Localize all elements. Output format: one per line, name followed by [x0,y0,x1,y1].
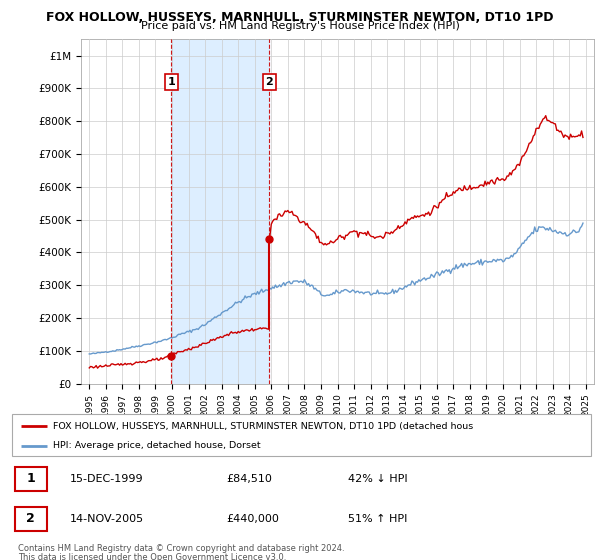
FancyBboxPatch shape [15,466,47,491]
Text: Contains HM Land Registry data © Crown copyright and database right 2024.: Contains HM Land Registry data © Crown c… [18,544,344,553]
Text: 2: 2 [265,77,273,87]
Text: 14-NOV-2005: 14-NOV-2005 [70,514,144,524]
Text: FOX HOLLOW, HUSSEYS, MARNHULL, STURMINSTER NEWTON, DT10 1PD: FOX HOLLOW, HUSSEYS, MARNHULL, STURMINST… [46,11,554,24]
Text: £440,000: £440,000 [226,514,279,524]
Text: This data is licensed under the Open Government Licence v3.0.: This data is licensed under the Open Gov… [18,553,286,560]
FancyBboxPatch shape [15,507,47,531]
Bar [172,39,269,384]
Text: 1: 1 [26,472,35,485]
Text: 42% ↓ HPI: 42% ↓ HPI [348,474,407,484]
Text: £84,510: £84,510 [226,474,272,484]
Text: 51% ↑ HPI: 51% ↑ HPI [348,514,407,524]
Text: FOX HOLLOW, HUSSEYS, MARNHULL, STURMINSTER NEWTON, DT10 1PD (detached hous: FOX HOLLOW, HUSSEYS, MARNHULL, STURMINST… [53,422,473,431]
FancyBboxPatch shape [12,414,591,456]
Text: HPI: Average price, detached house, Dorset: HPI: Average price, detached house, Dors… [53,441,260,450]
Text: 2: 2 [26,512,35,525]
Text: 1: 1 [167,77,175,87]
Text: Price paid vs. HM Land Registry's House Price Index (HPI): Price paid vs. HM Land Registry's House … [140,21,460,31]
Text: 15-DEC-1999: 15-DEC-1999 [70,474,143,484]
